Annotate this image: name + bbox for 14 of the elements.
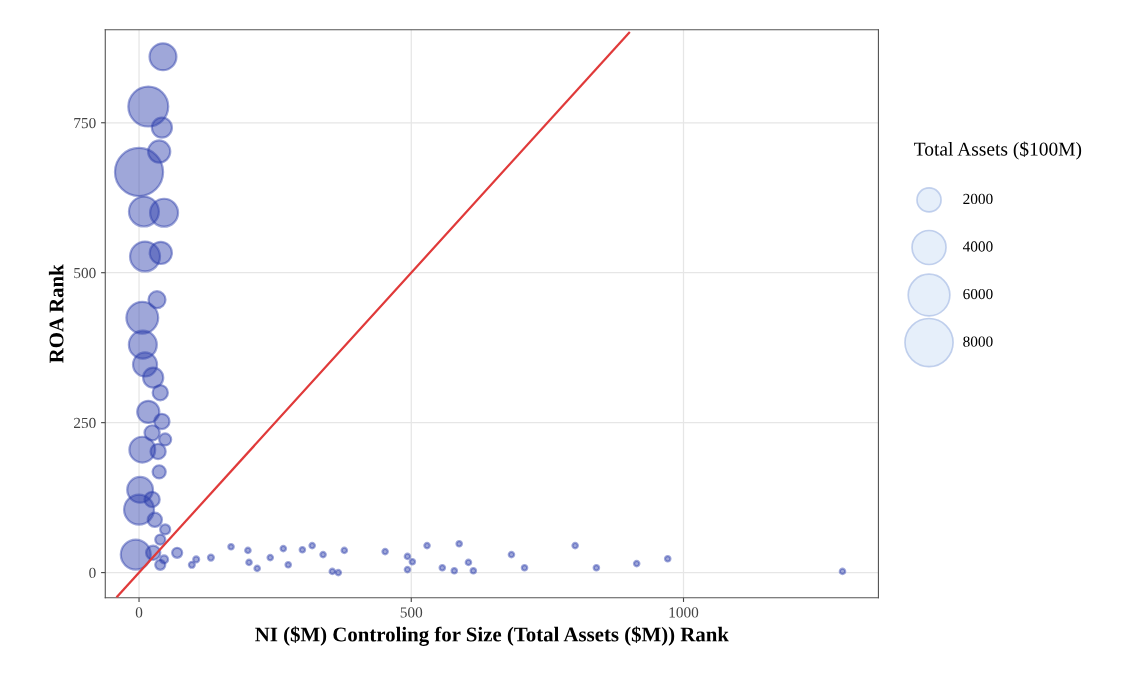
legend-label: 8000 <box>963 336 993 347</box>
y-tick-label: 500 <box>74 267 96 279</box>
legend-title: Total Assets ($100M) <box>914 141 1082 160</box>
y-tick-label: 750 <box>74 117 96 129</box>
x-tick-label: 500 <box>400 607 423 618</box>
x-tick-label: 1000 <box>669 607 699 618</box>
y-axis-title: ROA Rank <box>48 264 64 363</box>
x-axis-title: NI ($M) Controling for Size (Total Assets ($M)) Rank <box>255 626 729 646</box>
y-tick-label: 250 <box>74 417 96 429</box>
legend-label: 6000 <box>963 288 993 300</box>
x-tick-label: 0 <box>135 607 143 618</box>
legend-label: 4000 <box>962 241 993 252</box>
y-tick-label: 0 <box>89 567 96 579</box>
legend-label: 2000 <box>963 193 993 205</box>
